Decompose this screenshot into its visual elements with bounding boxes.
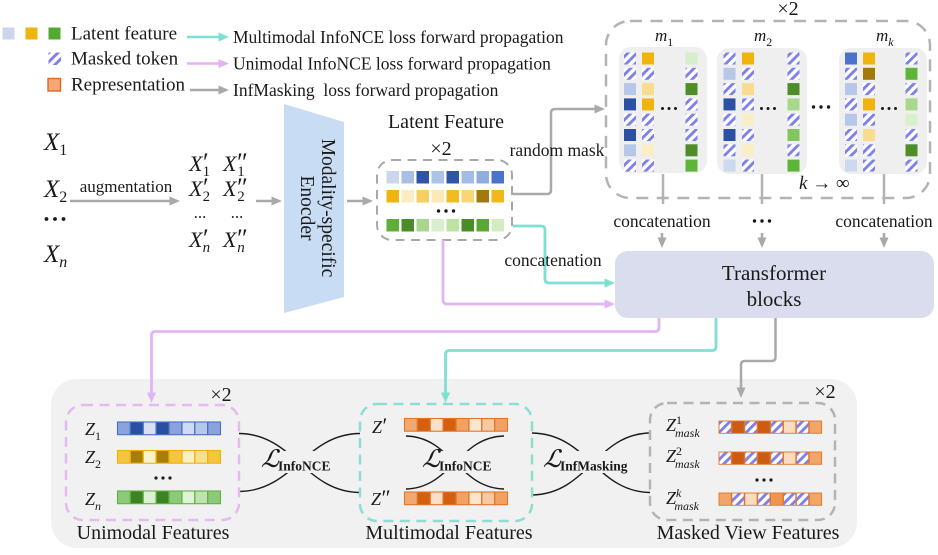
svg-text:Z″: Z″ bbox=[371, 485, 391, 510]
svg-text:k → ∞: k → ∞ bbox=[799, 173, 849, 194]
svg-text:m1: m1 bbox=[655, 26, 673, 49]
svg-text:×2: ×2 bbox=[777, 0, 798, 20]
svg-text:Masked token: Masked token bbox=[71, 49, 179, 70]
svg-text:Z2: Z2 bbox=[85, 447, 101, 471]
svg-text:Xn: Xn bbox=[43, 241, 67, 271]
svg-text:Unimodal InfoNCE loss forward: Unimodal InfoNCE loss forward propagatio… bbox=[233, 54, 551, 74]
svg-text:Latent feature: Latent feature bbox=[71, 24, 177, 45]
svg-text:X″n: X″n bbox=[222, 224, 248, 256]
svg-text:Transformer: Transformer bbox=[722, 261, 826, 285]
svg-text:m2: m2 bbox=[754, 26, 772, 49]
svg-text:Z1: Z1 bbox=[85, 419, 101, 443]
svg-text:augmentation: augmentation bbox=[80, 177, 173, 196]
svg-text:Latent Feature: Latent Feature bbox=[388, 111, 504, 133]
svg-text:Masked View Features: Masked View Features bbox=[657, 522, 840, 544]
svg-text:concatenation: concatenation bbox=[613, 211, 710, 231]
svg-text:Zn: Zn bbox=[85, 489, 101, 513]
svg-text:X2: X2 bbox=[43, 176, 67, 206]
svg-text:Representation: Representation bbox=[71, 75, 185, 96]
svg-text:concatenation: concatenation bbox=[504, 250, 601, 270]
svg-text:Unimodal Features: Unimodal Features bbox=[77, 522, 230, 544]
svg-text:X″1: X″1 bbox=[222, 148, 248, 180]
svg-text:X′2: X′2 bbox=[188, 173, 210, 205]
svg-text:Enocder: Enocder bbox=[296, 176, 317, 241]
svg-text:Multimodal InfoNCE loss forwar: Multimodal InfoNCE loss forward propagat… bbox=[233, 27, 564, 47]
svg-text:InfoNCE: InfoNCE bbox=[278, 459, 331, 474]
svg-text:×2: ×2 bbox=[814, 381, 835, 403]
svg-text:Z′: Z′ bbox=[372, 413, 387, 438]
svg-text:Modality-specific: Modality-specific bbox=[317, 139, 338, 278]
svg-text:X″2: X″2 bbox=[222, 173, 248, 205]
svg-text:blocks: blocks bbox=[747, 287, 802, 311]
svg-text:X′n: X′n bbox=[188, 224, 210, 256]
svg-text:InfoNCE: InfoNCE bbox=[439, 459, 492, 474]
svg-text:Multimodal Features: Multimodal Features bbox=[365, 522, 532, 544]
svg-text:random mask: random mask bbox=[510, 140, 605, 160]
svg-text:mk: mk bbox=[876, 26, 894, 49]
svg-text:×2: ×2 bbox=[210, 384, 231, 406]
svg-text:concatenation: concatenation bbox=[835, 211, 932, 231]
svg-text:X′1: X′1 bbox=[188, 148, 210, 180]
svg-text:X1: X1 bbox=[43, 129, 67, 159]
svg-text:InfMasking: InfMasking bbox=[560, 459, 628, 474]
svg-text:×2: ×2 bbox=[430, 138, 451, 160]
svg-text:InfMasking loss forward propa: InfMasking loss forward propagation bbox=[233, 80, 499, 100]
